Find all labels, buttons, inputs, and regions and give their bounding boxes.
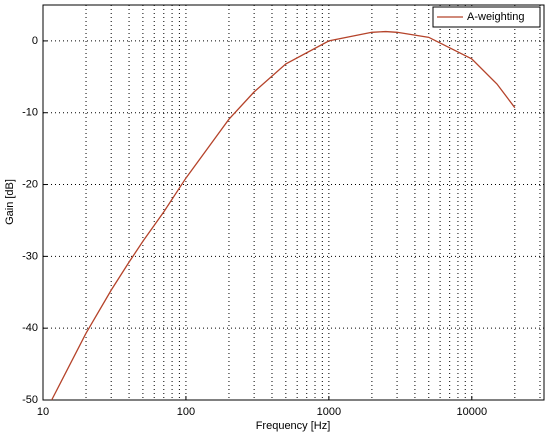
y-tick-label: 0 xyxy=(32,35,38,47)
y-axis-label: Gain [dB] xyxy=(4,179,16,225)
y-tick-label: -20 xyxy=(22,178,38,190)
legend-box xyxy=(432,6,541,28)
x-tick-label: 10 xyxy=(37,406,49,418)
legend-label: A-weighting xyxy=(467,11,524,23)
y-tick-label: -40 xyxy=(22,322,38,334)
y-tick-label: -10 xyxy=(22,107,38,119)
x-tick-label: 1000 xyxy=(317,406,341,418)
y-tick-label: -30 xyxy=(22,250,38,262)
series-line xyxy=(51,30,516,401)
x-axis-label: Frequency [Hz] xyxy=(256,420,331,432)
plot-frame xyxy=(42,4,545,401)
y-tick-label: -50 xyxy=(22,394,38,406)
x-tick-label: 10000 xyxy=(457,406,488,418)
x-tick-label: 100 xyxy=(177,406,195,418)
